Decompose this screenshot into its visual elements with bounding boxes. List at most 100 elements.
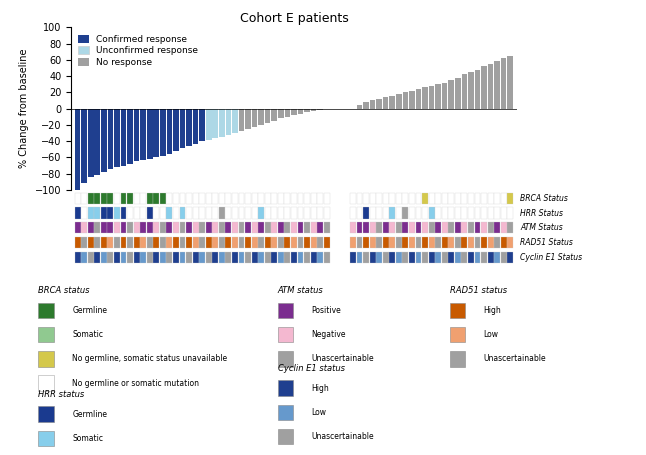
Bar — [396, 192, 402, 204]
Bar — [468, 252, 474, 263]
Bar — [127, 109, 133, 164]
Bar — [114, 109, 120, 167]
Bar — [278, 380, 293, 396]
Bar — [494, 61, 500, 109]
Bar — [317, 207, 323, 219]
Bar — [147, 109, 152, 159]
Bar — [382, 237, 389, 248]
Bar — [442, 237, 448, 248]
Bar — [455, 207, 461, 219]
Bar — [475, 70, 480, 109]
Text: Cyclin E1 Status: Cyclin E1 Status — [520, 253, 582, 262]
Text: RAD51 Status: RAD51 Status — [520, 238, 573, 247]
Bar — [265, 207, 271, 219]
Bar — [88, 237, 94, 248]
Bar — [245, 237, 251, 248]
Bar — [350, 207, 356, 219]
Bar — [357, 207, 362, 219]
Text: Unascertainable: Unascertainable — [311, 354, 374, 363]
Bar — [409, 237, 415, 248]
Bar — [245, 192, 251, 204]
Bar — [285, 109, 290, 117]
Bar — [167, 237, 172, 248]
Bar — [147, 192, 152, 204]
Bar — [350, 252, 356, 263]
Bar — [357, 237, 362, 248]
Bar — [252, 252, 258, 263]
Bar — [461, 192, 467, 204]
Bar — [448, 252, 454, 263]
Bar — [180, 192, 185, 204]
Bar — [114, 252, 120, 263]
Bar — [402, 222, 408, 233]
Bar — [134, 222, 140, 233]
Bar — [134, 252, 140, 263]
Bar — [153, 192, 159, 204]
Bar — [508, 56, 513, 109]
Bar — [108, 109, 113, 169]
Bar — [284, 192, 290, 204]
Bar — [390, 252, 395, 263]
Bar — [140, 192, 146, 204]
Bar — [442, 252, 448, 263]
Bar — [101, 192, 107, 204]
Bar — [429, 86, 434, 109]
Bar — [501, 222, 506, 233]
Bar — [422, 252, 428, 263]
Bar — [324, 222, 329, 233]
Bar — [252, 207, 258, 219]
Bar — [101, 207, 107, 219]
Bar — [258, 222, 264, 233]
Bar — [219, 222, 225, 233]
Bar — [219, 109, 225, 137]
Bar — [121, 109, 126, 166]
Bar — [298, 109, 303, 113]
Bar — [219, 237, 225, 248]
Text: Germline: Germline — [72, 306, 107, 315]
Bar — [468, 207, 474, 219]
Bar — [193, 252, 198, 263]
Bar — [265, 109, 271, 123]
Bar — [134, 192, 140, 204]
Bar — [415, 222, 421, 233]
Bar — [284, 237, 290, 248]
Bar — [481, 237, 487, 248]
Bar — [81, 222, 87, 233]
Bar — [213, 109, 218, 138]
Bar — [101, 222, 107, 233]
Bar — [107, 207, 113, 219]
Bar — [324, 207, 329, 219]
Bar — [450, 351, 465, 367]
Bar — [488, 222, 494, 233]
Bar — [147, 207, 152, 219]
Bar — [121, 222, 127, 233]
Bar — [88, 207, 94, 219]
Bar — [455, 252, 461, 263]
Bar — [507, 252, 513, 263]
Bar — [402, 192, 408, 204]
Bar — [382, 252, 389, 263]
Bar — [147, 237, 152, 248]
Bar — [298, 192, 304, 204]
Bar — [324, 109, 329, 110]
Bar — [363, 192, 369, 204]
Bar — [127, 252, 133, 263]
Bar — [377, 99, 382, 109]
Bar — [435, 222, 441, 233]
Bar — [121, 192, 127, 204]
Bar — [448, 222, 454, 233]
Bar — [475, 222, 481, 233]
Bar — [186, 109, 192, 146]
Bar — [107, 237, 113, 248]
Bar — [324, 192, 329, 204]
Text: RAD51 status: RAD51 status — [450, 286, 506, 295]
Bar — [357, 252, 362, 263]
Bar — [304, 252, 310, 263]
Bar — [107, 252, 113, 263]
Bar — [39, 351, 54, 367]
Bar — [219, 207, 225, 219]
Bar — [173, 207, 179, 219]
Bar — [94, 192, 100, 204]
Bar — [238, 207, 244, 219]
Bar — [442, 222, 448, 233]
